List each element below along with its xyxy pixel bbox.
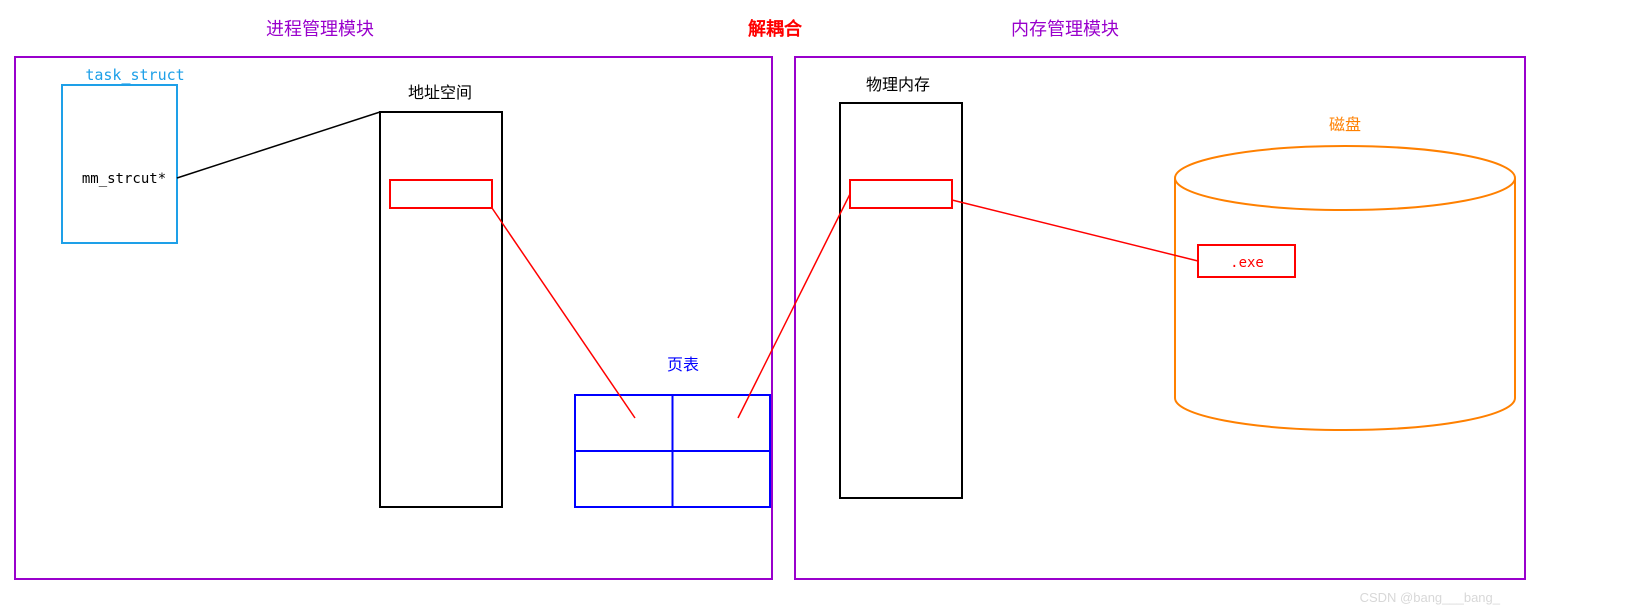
watermark: CSDN @bang___bang_ [1360,590,1501,605]
title-memory-module: 内存管理模块 [1011,19,1119,39]
disk-label: 磁盘 [1329,115,1361,134]
title-decoupling: 解耦合 [748,18,803,39]
page-table-label: 页表 [667,356,699,374]
task-struct-label: task_struct [85,66,184,84]
title-process-module: 进程管理模块 [266,19,374,39]
address-space-label: 地址空间 [408,84,472,102]
task-struct-field: mm_strcut* [82,171,166,187]
physical-memory-label: 物理内存 [866,76,930,94]
disk-exe-label: .exe [1230,255,1264,271]
canvas-bg [0,0,1635,611]
